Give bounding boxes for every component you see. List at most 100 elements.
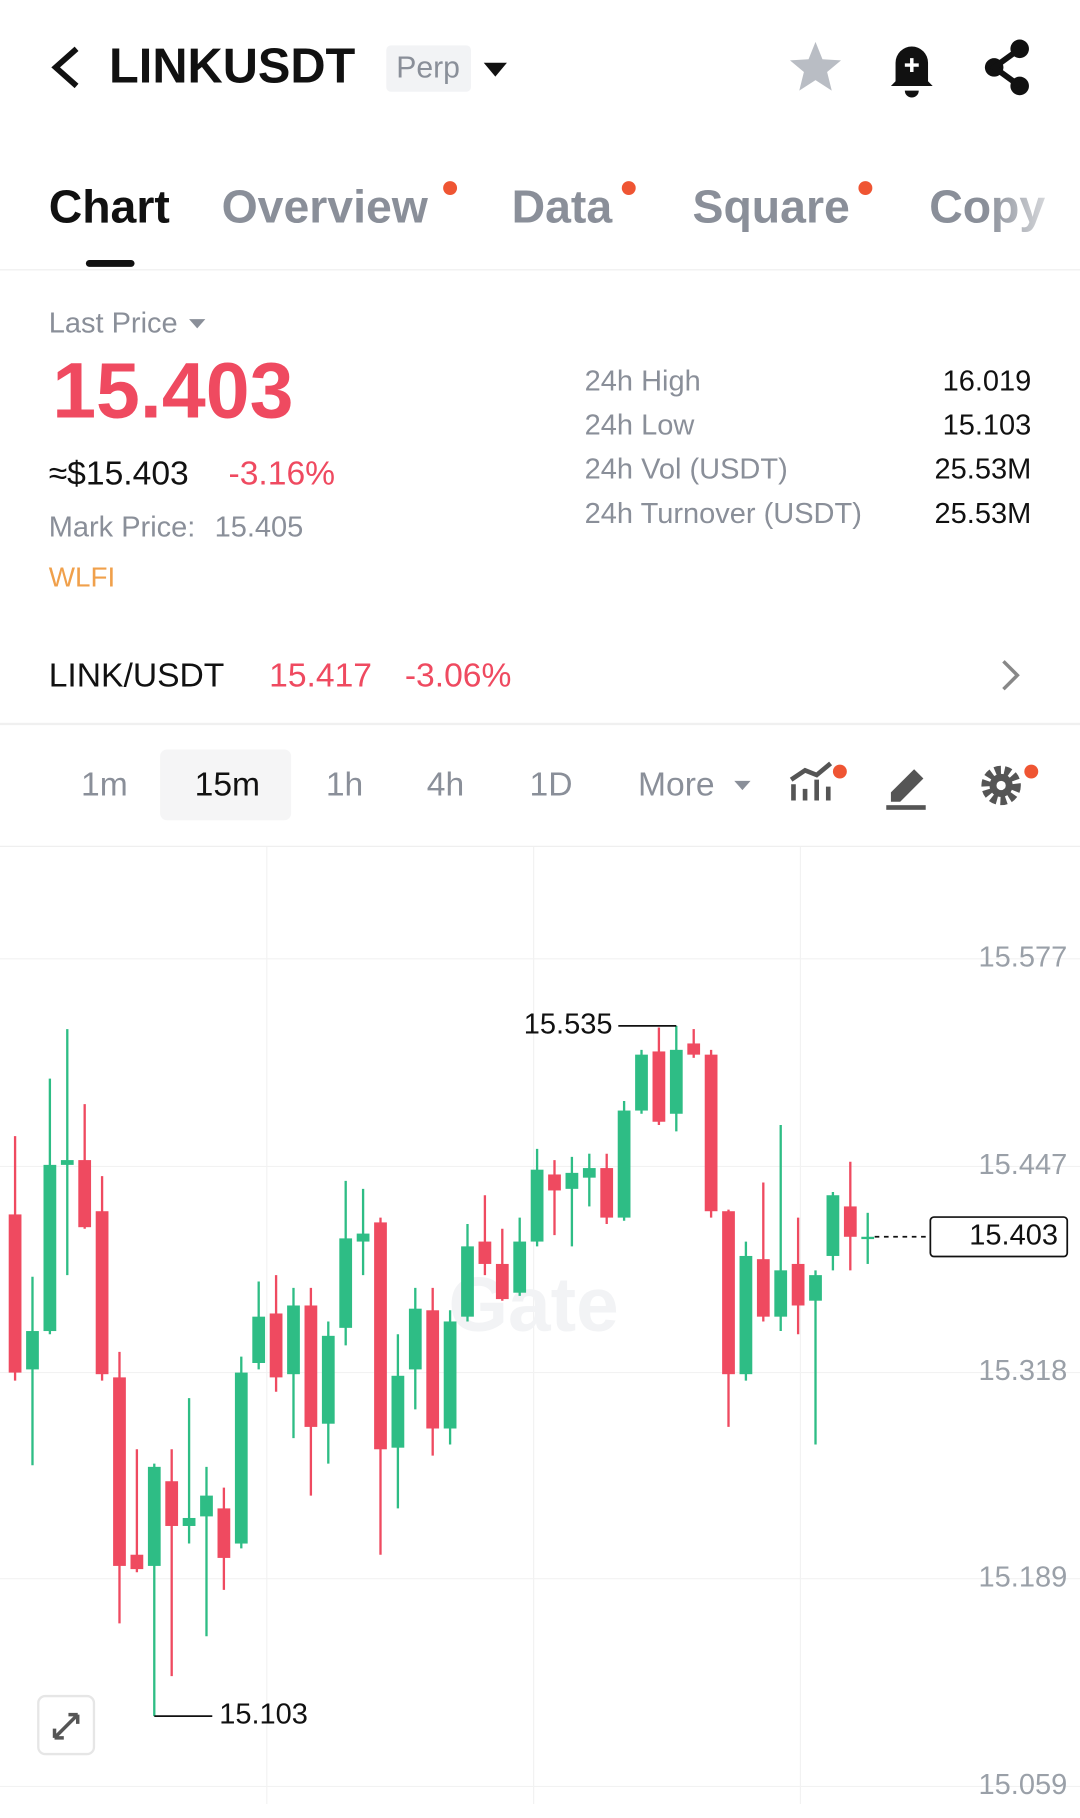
alert[interactable] [890, 46, 933, 98]
candle-body [617, 1110, 631, 1218]
candle-body [339, 1238, 353, 1328]
interval[interactable]: 1h [326, 767, 363, 804]
candle-body [582, 1168, 596, 1178]
candle-body [217, 1508, 231, 1558]
y-tick-label: 15.059 [979, 1769, 1068, 1801]
candle-body [95, 1211, 109, 1375]
candle-body [826, 1195, 840, 1256]
stat-label: 24h Low [585, 410, 696, 442]
candle-body [461, 1246, 474, 1317]
back-button[interactable] [51, 46, 79, 89]
spot-row[interactable]: LINK/USDT 15.417 -3.06% [49, 657, 512, 694]
indicator-icon[interactable] [789, 761, 833, 801]
candle-body [669, 1049, 683, 1114]
caret [734, 780, 751, 791]
usd-price: ≈$15.403 [49, 456, 189, 493]
dropdown[interactable] [483, 62, 507, 77]
y-tick-label: 15.447 [979, 1149, 1068, 1181]
tab-dots [443, 181, 873, 195]
candle-body [600, 1168, 614, 1218]
spot-change[interactable]: -3.06% [405, 657, 512, 694]
candle-body [252, 1316, 266, 1364]
candle-body [408, 1308, 422, 1370]
share[interactable] [984, 39, 1029, 96]
candle-body [147, 1466, 161, 1566]
candle-body [391, 1375, 405, 1448]
high-label: 15.535 [524, 1009, 613, 1041]
stat-label: 24h Vol (USDT) [585, 454, 788, 486]
mark-value: 15.405 [215, 512, 304, 544]
candles: 15.577 15.447 15.318 15.189 15.059 15.535 15.1… [0, 941, 1080, 1801]
candle-body [495, 1263, 509, 1300]
candle-body [687, 1043, 701, 1055]
badge-bg[interactable] [386, 45, 471, 92]
y-tick-label: 15.318 [979, 1355, 1068, 1387]
draw-icon[interactable] [886, 769, 926, 810]
stat-value: 25.53M [935, 454, 1032, 486]
watermark: Gate [449, 1263, 619, 1348]
interval[interactable]: 1D [530, 767, 573, 804]
y-tick-label: 15.577 [979, 941, 1068, 973]
mark-label: Mark Price: [49, 512, 196, 544]
spot-price[interactable]: 15.417 [269, 657, 372, 694]
candle-body [321, 1335, 335, 1424]
spot-pair[interactable]: LINK/USDT [49, 657, 225, 694]
candle-body [43, 1164, 57, 1332]
caret [189, 319, 206, 329]
interval[interactable]: 15m [195, 767, 260, 804]
tab[interactable]: Square [693, 180, 850, 232]
candle-body [374, 1222, 387, 1450]
candle-body [478, 1241, 492, 1264]
candle-body [8, 1214, 22, 1373]
candle-body [843, 1206, 857, 1237]
last-price-label[interactable]: Last Price [49, 308, 178, 340]
stat-label: 24h Turnover (USDT) [585, 498, 862, 530]
candle-body [426, 1310, 440, 1429]
tab[interactable]: Data [512, 180, 614, 232]
tab-underline [85, 259, 135, 267]
fullscreen-icon [52, 1712, 80, 1740]
low-label: 15.103 [219, 1699, 308, 1731]
interval[interactable]: 1m [81, 767, 128, 804]
favorite[interactable] [789, 41, 842, 91]
interval[interactable]: More [638, 767, 715, 804]
tag[interactable]: WLFI [49, 561, 115, 592]
change: -3.16% [229, 456, 336, 493]
chevron[interactable] [1002, 660, 1020, 691]
tab[interactable]: Chart [49, 180, 170, 232]
candle-body [356, 1233, 370, 1242]
stat-value: 16.019 [943, 366, 1032, 398]
candle-body [182, 1517, 196, 1526]
candle-body [234, 1372, 248, 1544]
candle-body [443, 1321, 457, 1429]
candle-body [756, 1259, 770, 1317]
stat-label: 24h High [585, 366, 701, 398]
candle-body [809, 1275, 822, 1301]
candle-body [304, 1305, 318, 1427]
candle-body [513, 1241, 527, 1293]
candle-body [78, 1160, 92, 1228]
divider [0, 269, 1080, 271]
candle-body [548, 1174, 561, 1191]
candle-body [530, 1169, 544, 1242]
tab[interactable]: Overview [222, 180, 429, 232]
icon-dots [832, 764, 1039, 779]
interval[interactable]: 4h [427, 767, 464, 804]
candle-body [60, 1160, 74, 1165]
v-grid [266, 846, 802, 1804]
candle-body [113, 1377, 126, 1566]
candle-body [861, 1236, 875, 1240]
stat-value: 15.103 [943, 410, 1032, 442]
last-price: 15.403 [52, 347, 293, 435]
candle-body [565, 1172, 579, 1189]
candle-body [791, 1263, 805, 1306]
current-box [929, 1216, 1069, 1258]
candle-body [722, 1211, 735, 1375]
badge[interactable]: Perp [396, 52, 460, 85]
stat-value: 25.53M [935, 498, 1032, 530]
candle-body [200, 1495, 213, 1517]
settings-icon[interactable] [981, 765, 1021, 806]
title: LINKUSDT [109, 40, 356, 94]
y-tick-label: 15.189 [979, 1561, 1068, 1593]
